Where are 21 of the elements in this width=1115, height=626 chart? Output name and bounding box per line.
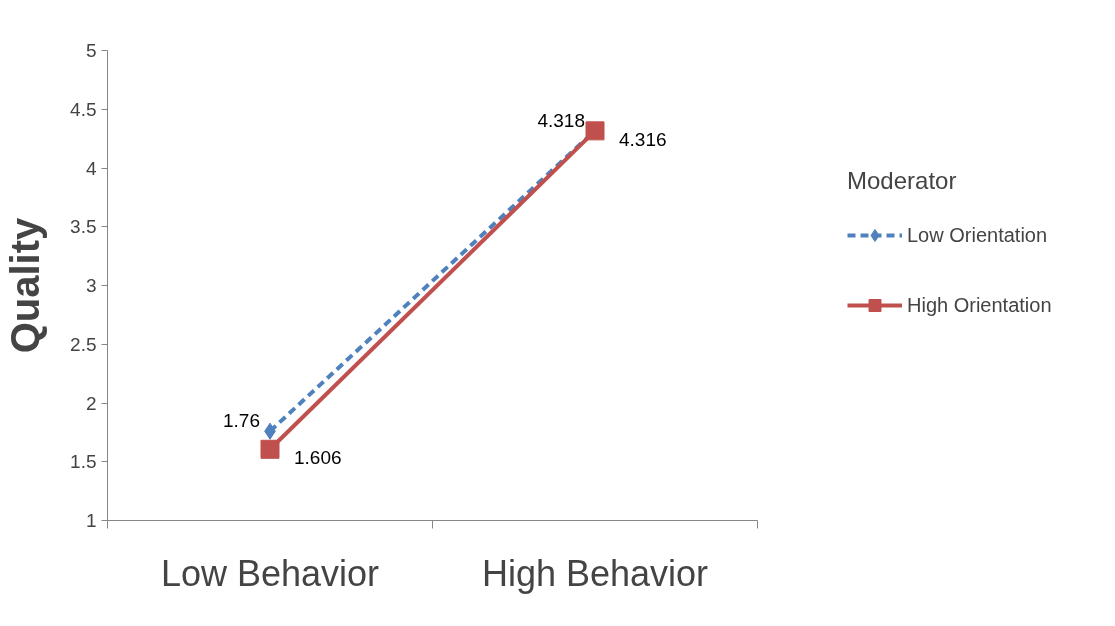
y-axis-title: Quality <box>3 216 48 354</box>
x-tick-label: High Behavior <box>481 552 709 594</box>
y-tick-label: 1.5 <box>70 451 97 473</box>
legend-label: Low Orientation <box>907 223 1048 247</box>
legend-label: High Orientation <box>907 293 1052 317</box>
point <box>585 121 605 141</box>
point <box>260 439 280 459</box>
y-tick-label: 5 <box>85 40 97 61</box>
y-tick-label: 4 <box>85 157 97 179</box>
data-label: 1.76 <box>223 410 260 432</box>
y-tick-label: 3 <box>85 275 97 296</box>
legend-title: Moderator <box>847 167 958 195</box>
y-tick-label: 2 <box>85 392 97 414</box>
data-label: 4.318 <box>537 109 585 131</box>
y-tick-label: 2.5 <box>70 333 97 355</box>
x-tick-label: Low Behavior <box>160 552 380 594</box>
y-tick-label: 3.5 <box>70 216 97 238</box>
y-tick-label: 1 <box>85 510 97 531</box>
data-label: 1.606 <box>294 447 342 469</box>
y-tick-label: 4.5 <box>70 98 97 120</box>
data-label: 4.316 <box>619 128 667 150</box>
